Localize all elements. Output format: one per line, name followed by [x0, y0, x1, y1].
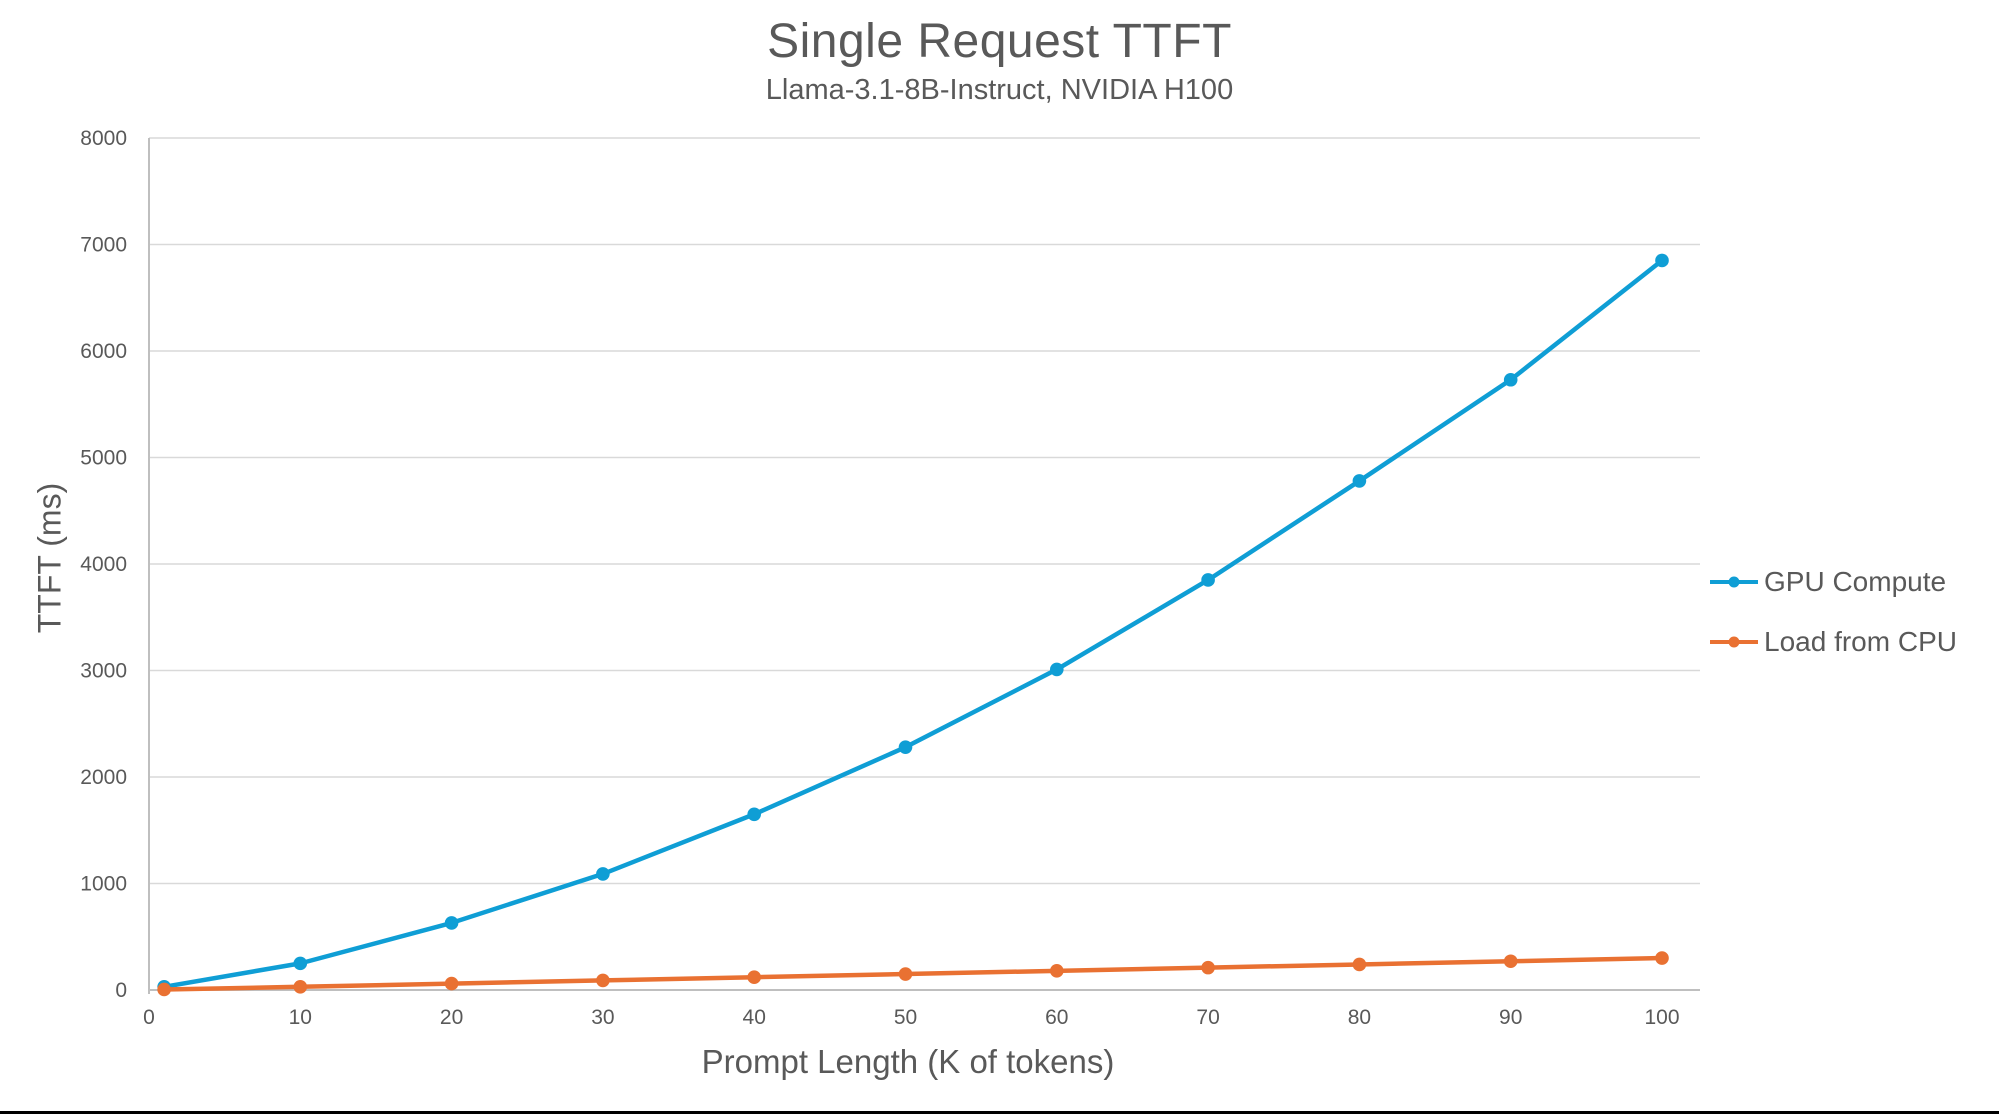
legend-label-gpu-compute: GPU Compute: [1764, 566, 1947, 597]
data-point-gpu-compute-50: [898, 740, 913, 754]
chart-subtitle: Llama-3.1-8B-Instruct, NVIDIA H100: [765, 74, 1234, 106]
y-tick-label-1000: 1000: [80, 873, 127, 896]
data-point-load-from-cpu-20: [444, 976, 459, 991]
x-tick-label-50: 50: [894, 1006, 917, 1029]
y-axis-title: TTFT (ms): [31, 482, 68, 634]
y-tick-label-3000: 3000: [80, 660, 127, 683]
series-line-gpu-compute: [161, 258, 1665, 990]
y-tick-label-0: 0: [115, 979, 127, 1002]
data-point-gpu-compute-90: [1503, 372, 1518, 387]
y-tick-label-6000: 6000: [80, 340, 127, 363]
y-tick-label-5000: 5000: [80, 447, 127, 470]
data-point-gpu-compute-20: [444, 916, 459, 930]
series-line-load-from-cpu: [161, 955, 1665, 992]
legend-item-load-from-cpu: Load from CPU: [1710, 620, 1957, 664]
data-point-load-from-cpu-50: [898, 967, 913, 981]
legend-marker-gpu-compute-icon: [1710, 576, 1758, 588]
data-point-gpu-compute-70: [1201, 573, 1215, 587]
x-tick-label-60: 60: [1045, 1006, 1068, 1029]
x-tick-label-70: 70: [1196, 1006, 1219, 1029]
data-point-load-from-cpu-1: [157, 982, 171, 997]
y-tick-label-8000: 8000: [80, 127, 127, 150]
data-point-load-from-cpu-90: [1503, 954, 1518, 969]
data-point-load-from-cpu-100: [1655, 951, 1669, 965]
y-tick-label-4000: 4000: [80, 553, 127, 576]
x-tick-label-20: 20: [440, 1006, 463, 1029]
data-point-gpu-compute-80: [1352, 474, 1367, 488]
data-point-gpu-compute-30: [596, 867, 610, 881]
data-point-load-from-cpu-40: [747, 970, 761, 985]
y-tick-label-2000: 2000: [80, 766, 127, 789]
x-tick-label-30: 30: [591, 1006, 614, 1029]
data-point-gpu-compute-60: [1050, 662, 1064, 677]
x-tick-label-90: 90: [1499, 1006, 1522, 1029]
data-point-load-from-cpu-80: [1352, 957, 1367, 972]
legend-item-gpu-compute: GPU Compute: [1710, 560, 1957, 604]
x-tick-label-10: 10: [289, 1006, 312, 1029]
x-tick-label-0: 0: [143, 1006, 155, 1029]
data-point-gpu-compute-10: [293, 956, 308, 971]
x-tick-label-80: 80: [1348, 1006, 1371, 1029]
chart-title: Single Request TTFT: [767, 15, 1232, 68]
legend: GPU Compute Load from CPU: [1710, 560, 1957, 664]
x-tick-label-40: 40: [743, 1006, 766, 1029]
data-point-gpu-compute-40: [747, 807, 761, 822]
data-point-gpu-compute-100: [1655, 253, 1669, 268]
legend-marker-load-from-cpu-icon: [1710, 636, 1758, 648]
data-point-load-from-cpu-10: [293, 980, 308, 994]
data-point-load-from-cpu-30: [596, 973, 610, 988]
x-tick-label-100: 100: [1644, 1006, 1679, 1029]
data-point-load-from-cpu-60: [1050, 964, 1064, 978]
legend-label-load-from-cpu: Load from CPU: [1764, 626, 1957, 657]
window-bottom-border: [0, 1111, 1999, 1114]
x-axis-title: Prompt Length (K of tokens): [701, 1043, 1115, 1080]
data-point-load-from-cpu-70: [1201, 960, 1215, 975]
y-tick-label-7000: 7000: [80, 234, 127, 257]
